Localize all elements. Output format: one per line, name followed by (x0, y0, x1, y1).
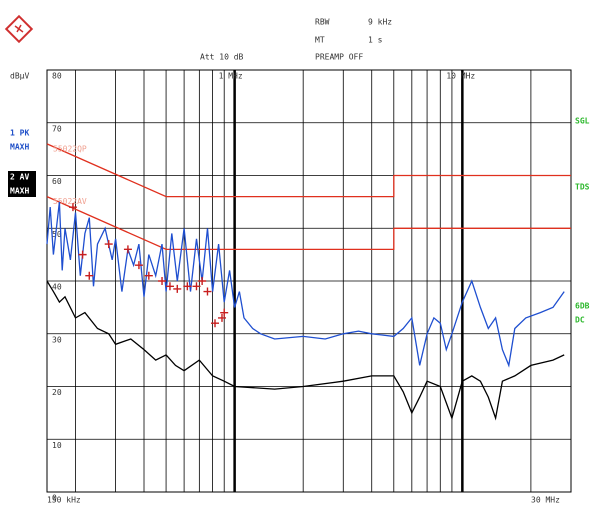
final-marker (158, 277, 167, 285)
status-label: SGL (575, 117, 590, 126)
final-marker (134, 261, 143, 270)
y-unit: dBµV (10, 72, 29, 81)
y-tick-label: 20 (52, 388, 62, 397)
limit-label: 55022QP (53, 144, 87, 153)
final-marker (68, 203, 77, 212)
final-marker (198, 277, 207, 285)
trace-label-bg (8, 171, 36, 197)
logo (4, 14, 34, 44)
final-marker (144, 271, 153, 280)
final-marker (217, 313, 226, 322)
y-tick-label: 30 (52, 335, 62, 344)
status-label: 6DB (575, 302, 590, 311)
final-marker (203, 287, 212, 296)
final-marker (220, 308, 229, 317)
trace-line (46, 196, 571, 251)
final-marker (192, 282, 201, 291)
status-label: DC (575, 316, 585, 325)
final-marker (173, 284, 182, 293)
final-marker (78, 250, 87, 259)
header-text: 1 s (368, 36, 383, 45)
header-text: PREAMP OFF (315, 53, 363, 62)
trace-label: 2 AV (10, 173, 29, 182)
final-marker (104, 240, 113, 249)
header-text: MT (315, 36, 325, 45)
y-tick-label: 70 (52, 124, 62, 133)
status-label: TDS (575, 183, 590, 192)
final-marker (123, 245, 132, 254)
final-marker (183, 282, 192, 291)
x-tick-label: 1 MHz (219, 72, 243, 81)
y-tick-label: 10 (52, 441, 62, 450)
y-tick-label: 80 (52, 72, 62, 81)
final-marker (165, 282, 174, 291)
y-tick-label: 60 (52, 177, 62, 186)
limit-label: 55022AV (53, 197, 87, 206)
trace-line (46, 201, 565, 368)
trace-mode: MAXH (10, 187, 29, 196)
header-text: 9 kHz (368, 18, 392, 27)
header-text: RBW (315, 18, 330, 27)
trace-mode: MAXH (10, 143, 29, 152)
y-tick-label: 0 (52, 494, 57, 503)
trace-label: 1 PK (10, 129, 29, 138)
x-tick-label: 30 MHz (531, 496, 560, 505)
trace-line (46, 280, 565, 421)
header-text: Att 10 dB (200, 53, 244, 62)
final-marker (85, 271, 94, 280)
trace-line (46, 143, 571, 198)
y-tick-label: 40 (52, 283, 62, 292)
x-tick-label: 10 MHz (446, 72, 475, 81)
final-marker (210, 319, 219, 328)
x-tick-label: 150 kHz (47, 496, 81, 505)
y-tick-label: 50 (52, 230, 62, 239)
